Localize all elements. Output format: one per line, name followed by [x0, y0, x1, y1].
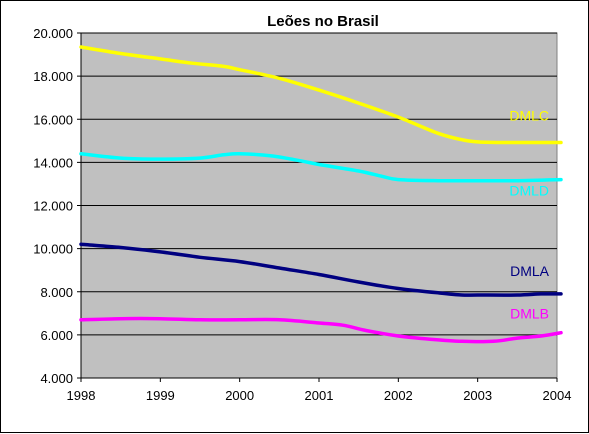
y-tick-label: 16.000	[33, 112, 73, 127]
y-tick-label: 20.000	[33, 26, 73, 41]
series-line-dmlb	[79, 316, 563, 344]
y-tick-label: 10.000	[33, 242, 73, 257]
x-tick-label: 2001	[305, 388, 334, 403]
series-labels: DMLC DMLD DMLA DMLB	[509, 108, 549, 322]
x-tick-label: 2002	[384, 388, 413, 403]
series-label-dmld: DMLD	[509, 183, 549, 199]
series-line-dmla	[79, 242, 563, 297]
series-line-dmlc	[79, 45, 563, 145]
x-tick-label: 1998	[67, 388, 96, 403]
x-tick-label: 2000	[225, 388, 254, 403]
series-label-dmlc: DMLC	[509, 108, 549, 124]
chart-title: Leões no Brasil	[267, 13, 379, 30]
y-tick-label: 12.000	[33, 199, 73, 214]
x-tick-label: 2004	[543, 388, 572, 403]
series-label-dmla: DMLA	[510, 263, 550, 279]
y-tick-label: 14.000	[33, 155, 73, 170]
y-tick-label: 4.000	[40, 371, 73, 386]
gridlines	[81, 32, 557, 336]
y-tick-label: 6.000	[40, 328, 73, 343]
y-tick-label: 8.000	[40, 285, 73, 300]
x-tick-label: 2003	[463, 388, 492, 403]
tick-labels: 4.000 6.000 8.000 10.000 12.000 14.000 16.000 1…	[33, 26, 571, 403]
series-lines	[79, 45, 563, 344]
series-line-dmld	[79, 152, 563, 183]
x-tick-label: 1999	[146, 388, 175, 403]
series-label-dmlb: DMLB	[510, 306, 549, 322]
y-tick-label: 18.000	[33, 69, 73, 84]
